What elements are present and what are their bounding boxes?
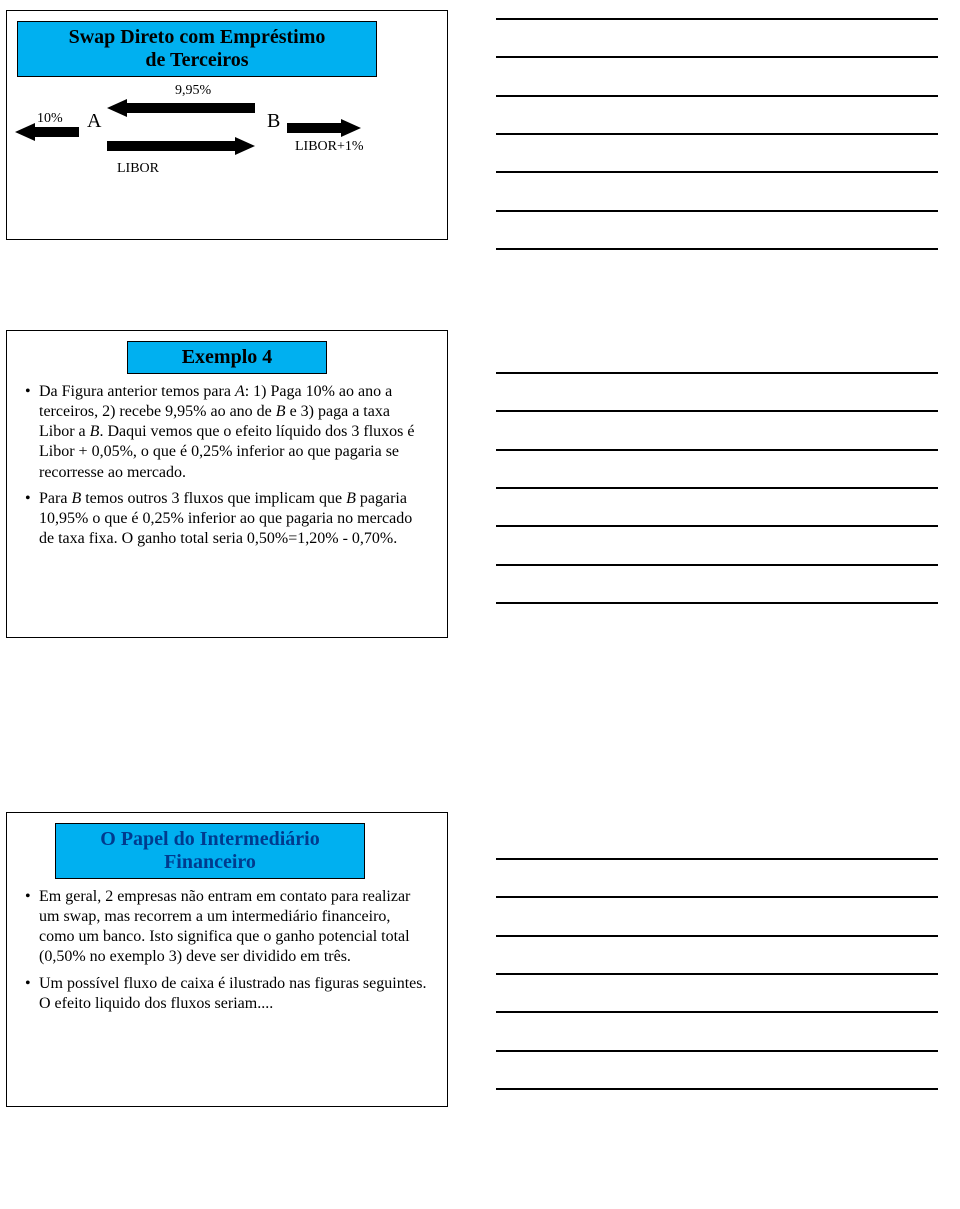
panel3-title-line2: Financeiro xyxy=(164,851,256,873)
rate-top-label: 9,95% xyxy=(175,83,211,99)
panel1-ruled xyxy=(496,18,938,250)
panel2-bullet2: Para B temos outros 3 fluxos que implica… xyxy=(25,489,429,549)
panel3-title-line1: O Papel do Intermediário xyxy=(100,828,319,850)
panel3-ruled xyxy=(496,858,938,1090)
panel-intermediario: O Papel do Intermediário Financeiro Em g… xyxy=(6,812,448,1107)
panel1-title-line2: de Terceiros xyxy=(145,49,248,71)
panel3-bullet2: Um possível fluxo de caixa é ilustrado n… xyxy=(25,974,429,1014)
panel2-ruled xyxy=(496,372,938,604)
panel1-title: Swap Direto com Empréstimo de Terceiros xyxy=(17,21,377,77)
panel2-body: Da Figura anterior temos para A: 1) Paga… xyxy=(7,382,447,549)
rate-bottom-label: LIBOR xyxy=(117,161,159,177)
panel2-bullet1: Da Figura anterior temos para A: 1) Paga… xyxy=(25,382,429,483)
panel3-bullet1: Em geral, 2 empresas não entram em conta… xyxy=(25,887,429,968)
rate-left-label: 10% xyxy=(37,111,63,127)
rate-right-label: LIBOR+1% xyxy=(295,139,364,155)
node-b-label: B xyxy=(267,110,280,133)
panel-exemplo4: Exemplo 4 Da Figura anterior temos para … xyxy=(6,330,448,638)
panel2-title-text: Exemplo 4 xyxy=(182,346,273,368)
panel1-title-line1: Swap Direto com Empréstimo xyxy=(69,26,326,48)
panel3-body: Em geral, 2 empresas não entram em conta… xyxy=(7,887,447,1014)
panel-swap-direto: Swap Direto com Empréstimo de Terceiros … xyxy=(6,10,448,240)
panel3-title: O Papel do Intermediário Financeiro xyxy=(55,823,365,879)
node-a-label: A xyxy=(87,110,101,133)
panel2-title: Exemplo 4 xyxy=(127,341,327,374)
